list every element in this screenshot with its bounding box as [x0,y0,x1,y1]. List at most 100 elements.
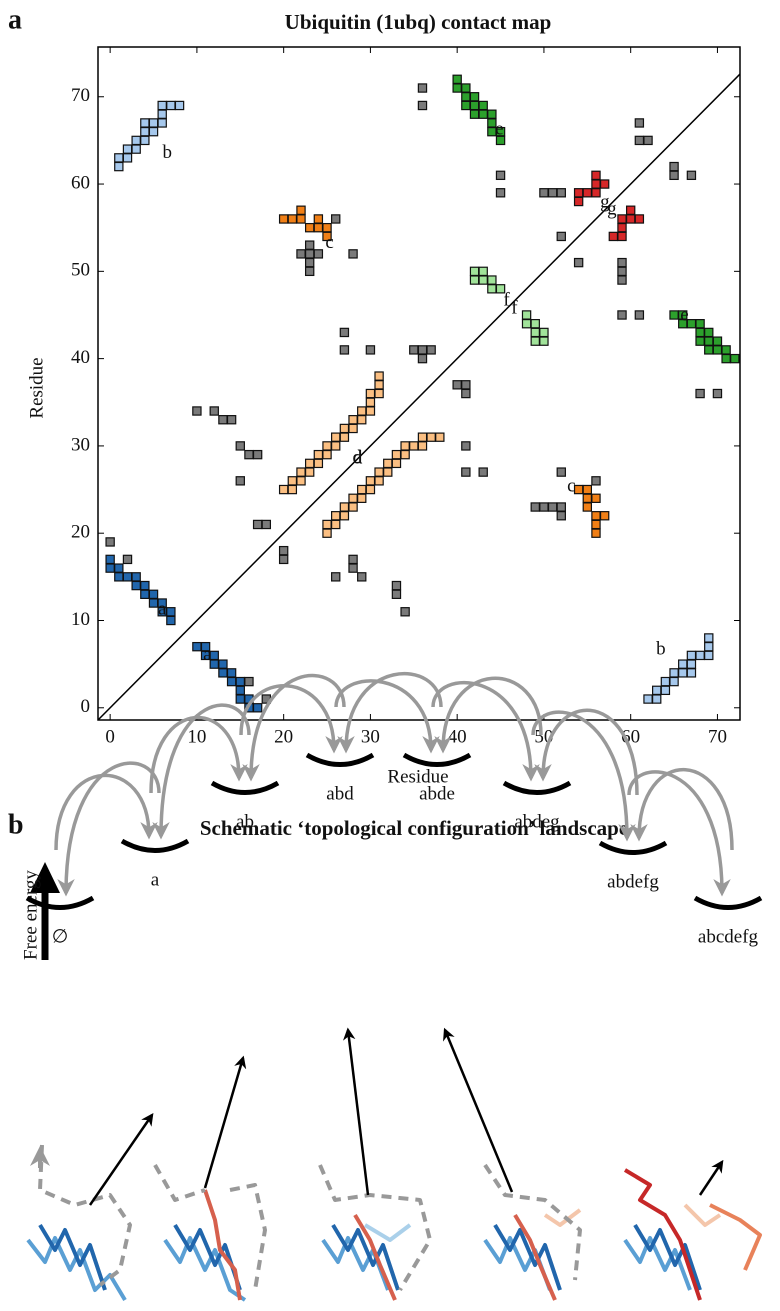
contact [643,694,653,704]
contact [669,668,679,678]
panel-label: b [8,809,24,840]
contact [357,493,367,503]
contact [209,406,219,416]
contact [322,528,332,538]
contact-group-label: g [607,198,617,219]
contact-group-label: b [656,639,666,660]
contact [140,126,150,137]
contact [539,502,549,512]
node-label: ab [236,811,254,832]
contact [573,257,584,268]
contact [417,353,428,364]
contact [634,214,645,224]
contact-group-label: f [511,297,518,318]
contact [348,423,358,434]
contact [704,641,714,652]
contact [678,659,688,669]
node-label: abcdefg [698,926,759,947]
energy-well [120,838,190,853]
x-tick-label: 0 [105,726,115,747]
contact [478,266,488,277]
contact [218,668,228,678]
contact [192,406,202,416]
contact [426,345,436,355]
energy-well [598,840,668,855]
contact [166,615,176,626]
contact [374,467,384,477]
contact [322,222,332,233]
contact [704,345,714,355]
contact [244,449,254,460]
contact [235,441,245,451]
contact [131,135,141,146]
contact [218,415,228,425]
contact [296,476,306,486]
contact [591,179,601,189]
contact [686,668,697,678]
protein-sketches [26,1144,762,1302]
contact [322,441,332,451]
contact [417,100,428,111]
contact [556,511,566,521]
contact [487,109,497,119]
contact [686,170,697,181]
contact [573,196,584,207]
contact [313,458,324,469]
contact-group-label: a [203,644,212,665]
contact [331,432,341,442]
contact [660,676,671,687]
contact [131,580,141,591]
y-tick-label: 70 [71,85,90,106]
contact [617,257,627,268]
diagonal [97,73,741,721]
contact [400,607,410,617]
contact [573,188,584,198]
contact [348,563,358,573]
plot-frame [97,46,741,721]
panel-label: a [8,4,22,35]
contact [339,502,350,512]
x-axis-label: Residue [387,766,448,787]
contact [348,415,358,425]
contact [304,257,315,268]
contact [304,458,315,469]
contact [547,188,558,198]
contact [400,449,410,460]
contact [304,249,315,259]
energy-label: Free energy [20,870,41,960]
contact [339,432,350,442]
contact [695,336,705,346]
y-tick-label: 10 [71,609,90,630]
contact [678,668,688,678]
contact [617,310,627,320]
contact [105,537,115,547]
contact [695,327,705,338]
contact [331,511,341,521]
node-label: abdefg [607,871,659,892]
contact-group-label: a [158,598,167,619]
contact [495,135,506,146]
contact [461,100,471,111]
contact [331,572,341,582]
contact [278,484,289,495]
contact [617,222,627,233]
contact [374,380,384,390]
contact [591,511,601,521]
contact [235,694,245,704]
contact [304,222,315,233]
contact [348,493,358,503]
contact [478,467,488,477]
contact [452,380,462,390]
energy-well [693,895,763,910]
contact [122,153,133,163]
contact [296,214,306,224]
contact [599,179,610,189]
contact [278,554,289,565]
plot-area: 0 10 20 30 40 50 60 70010203040506070aabbccddee… [71,46,741,747]
contact [695,650,705,661]
contact [591,170,601,181]
contact [669,170,679,181]
contact [634,135,645,146]
contact [339,345,350,355]
